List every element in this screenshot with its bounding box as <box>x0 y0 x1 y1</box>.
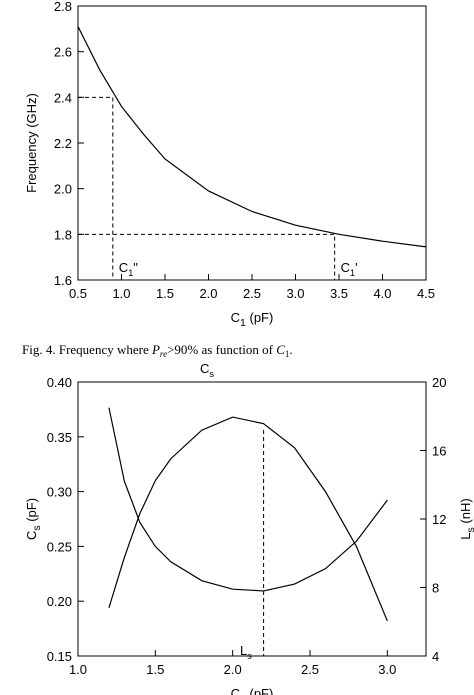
x-tick-label: 3.0 <box>286 286 304 301</box>
x-tick-label: 1.0 <box>112 286 130 301</box>
y-tick-label: 0.15 <box>47 649 72 664</box>
y-tick-label: 0.40 <box>47 375 72 390</box>
y2-axis-label-part: (nH) <box>458 498 473 527</box>
y-tick-label: 1.6 <box>54 273 72 288</box>
y-tick-label: 0.35 <box>47 430 72 445</box>
x-tick-label: 2.5 <box>243 286 261 301</box>
line-series <box>108 407 388 592</box>
y-axis-label-part: s <box>31 525 43 530</box>
reference-label-part: " <box>133 260 138 275</box>
y-axis-label-part: (pF) <box>24 498 39 525</box>
line-series <box>108 416 388 622</box>
caption-text: P <box>151 342 160 357</box>
y2-axis-label: Ls (nH) <box>458 498 474 539</box>
x-axis-label-part: 1 <box>240 317 246 329</box>
y-tick-label: 1.8 <box>54 227 72 242</box>
series-label-part: s <box>247 651 252 661</box>
series-label: Cs <box>200 361 214 379</box>
reference-label-part: ' <box>355 260 357 275</box>
y2-tick-label: 4 <box>432 649 439 664</box>
x-tick-label: 0.5 <box>69 286 87 301</box>
caption: Fig. 4. Frequency where Pre>90% as funct… <box>22 342 293 359</box>
x-axis-label-part: (pF) <box>246 310 273 325</box>
reference-line <box>78 96 114 280</box>
x-tick-label: 2.0 <box>224 662 242 677</box>
x-tick-label: 4.5 <box>417 286 435 301</box>
series-label-part: s <box>209 369 214 379</box>
series-label: Ls <box>240 643 252 661</box>
reference-label: C1' <box>341 260 358 278</box>
series-label-part: C <box>200 361 209 376</box>
x-tick-label: 4.0 <box>373 286 391 301</box>
y-axis-label-part: C <box>24 531 39 540</box>
line-series <box>77 26 427 248</box>
reference-label-part: C <box>341 260 350 275</box>
y-tick-label: 2.0 <box>54 182 72 197</box>
caption-text: C <box>276 342 285 357</box>
x-axis-label: C1 (pF) <box>231 686 274 695</box>
caption-text: 1 <box>285 349 290 359</box>
x-axis-label-part: 1 <box>240 693 246 695</box>
caption-text: re <box>160 349 167 359</box>
y-tick-label: 2.2 <box>54 136 72 151</box>
x-tick-label: 1.5 <box>156 286 174 301</box>
x-axis-label-part: (pF) <box>246 686 273 695</box>
y-tick-label: 0.20 <box>47 594 72 609</box>
y-axis-label: Cs (pF) <box>24 498 43 540</box>
reference-label: C1" <box>119 260 138 278</box>
x-tick-label: 3.0 <box>378 662 396 677</box>
caption-text: >90% as function of <box>167 342 276 357</box>
y-tick-label: 0.30 <box>47 485 72 500</box>
y-axis-label: Frequency (GHz) <box>24 93 39 193</box>
y2-tick-label: 20 <box>432 375 446 390</box>
y2-tick-label: 16 <box>432 444 446 459</box>
x-axis-label-part: C <box>231 310 240 325</box>
y2-axis-label-part: s <box>465 527 474 532</box>
caption-text: . <box>289 342 292 357</box>
x-tick-label: 2.0 <box>199 286 217 301</box>
plot-frame <box>77 5 427 281</box>
x-tick-label: 1.5 <box>146 662 164 677</box>
y-tick-label: 2.8 <box>54 0 72 14</box>
reference-label-part: C <box>119 260 128 275</box>
reference-label-part: 1 <box>128 268 133 278</box>
reference-label-part: 1 <box>350 268 355 278</box>
y2-tick-label: 8 <box>432 581 439 596</box>
x-axis-label-part: C <box>231 686 240 695</box>
series-label-part: L <box>240 643 247 658</box>
y-tick-label: 0.25 <box>47 539 72 554</box>
y2-axis-label-part: L <box>458 532 473 539</box>
y2-tick-label: 12 <box>432 512 446 527</box>
y-tick-label: 2.6 <box>54 45 72 60</box>
y-axis-label-part: Frequency (GHz) <box>24 93 39 193</box>
x-axis-label: C1 (pF) <box>231 310 274 329</box>
reference-line <box>78 233 336 280</box>
x-tick-label: 2.5 <box>301 662 319 677</box>
x-tick-label: 3.5 <box>330 286 348 301</box>
y-tick-label: 2.4 <box>54 90 72 105</box>
x-tick-label: 1.0 <box>69 662 87 677</box>
caption-text: Fig. 4. Frequency where <box>22 342 152 357</box>
